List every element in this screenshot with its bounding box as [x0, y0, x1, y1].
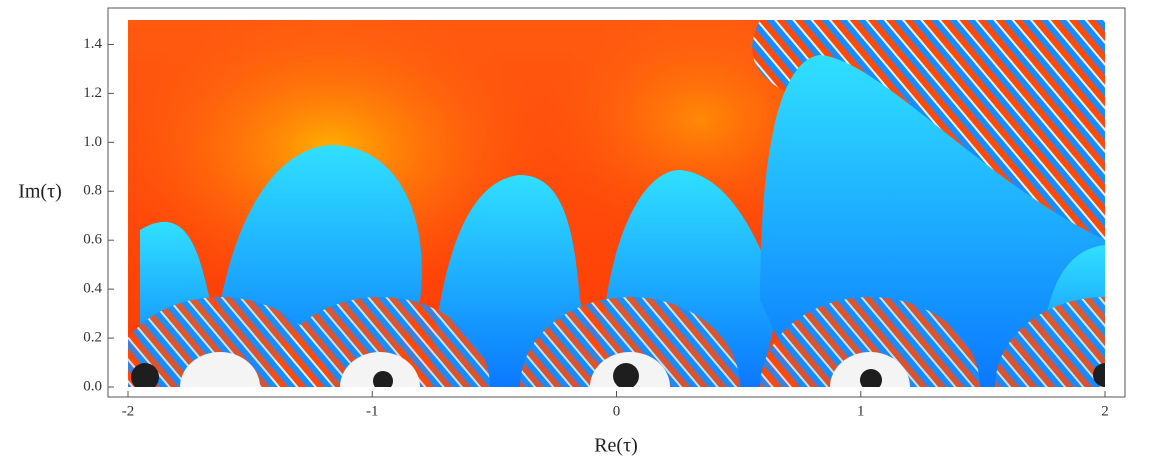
pole [373, 371, 393, 387]
y-tick-label: 1.0 [83, 134, 102, 150]
x-tick-label: -2 [122, 403, 135, 419]
white-core [340, 352, 420, 387]
y-tick-label: 1.4 [83, 36, 102, 52]
y-tick-label: 0.6 [83, 232, 102, 248]
y-tick-label: 0.8 [83, 183, 102, 199]
x-tick-label: 2 [1101, 403, 1109, 419]
fan [995, 297, 1105, 387]
pole [613, 363, 639, 387]
x-tick-label: 0 [613, 403, 621, 419]
fan [760, 297, 980, 387]
white-core [180, 352, 260, 387]
y-tick-label: 0.2 [83, 330, 102, 346]
fan [520, 297, 740, 387]
x-axis-label: Re(τ) [594, 435, 638, 457]
fan [270, 297, 490, 387]
pole [131, 363, 159, 387]
y-tick-label: 0.4 [83, 281, 102, 297]
y-axis-label: Im(τ) [18, 181, 62, 203]
pole [1093, 363, 1105, 387]
y-tick-label: 1.2 [83, 85, 102, 101]
x-tick-label: -1 [366, 403, 379, 419]
plot-area [128, 20, 1105, 387]
x-tick-label: 1 [857, 403, 865, 419]
pole [860, 369, 882, 387]
y-tick-label: 0.0 [83, 378, 102, 394]
